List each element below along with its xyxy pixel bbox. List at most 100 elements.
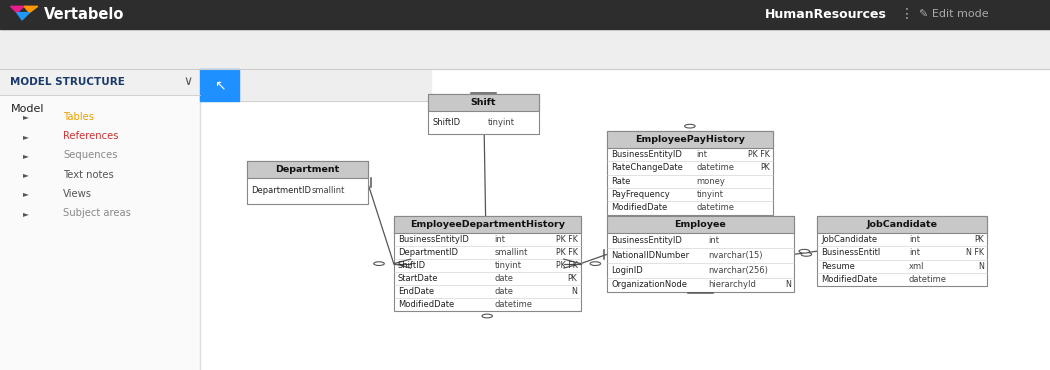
Text: DepartmentID: DepartmentID [251, 186, 311, 195]
Bar [607, 131, 773, 148]
Text: LoginID: LoginID [611, 266, 643, 275]
Bar [428, 94, 539, 134]
Text: tinyint: tinyint [696, 190, 723, 199]
Text: ModifiedDate: ModifiedDate [611, 204, 668, 212]
Text: ►: ► [23, 170, 29, 179]
Text: N: N [784, 280, 791, 289]
Text: Text notes: Text notes [63, 169, 113, 180]
Circle shape [590, 262, 601, 266]
Bar [200, 69, 430, 101]
Text: Views: Views [63, 189, 92, 199]
Bar [0, 29, 1050, 69]
Polygon shape [10, 6, 24, 13]
Text: ►: ► [23, 151, 29, 160]
Polygon shape [17, 13, 29, 20]
Circle shape [374, 262, 384, 266]
Bar [817, 216, 987, 286]
Text: Sequences: Sequences [63, 150, 118, 161]
Text: smallint: smallint [312, 186, 345, 195]
Text: BusinessEntityID: BusinessEntityID [611, 150, 682, 159]
Bar [817, 216, 987, 233]
Bar [200, 101, 1050, 370]
Text: DepartmentID: DepartmentID [398, 248, 458, 257]
Text: ModifiedDate: ModifiedDate [821, 275, 878, 284]
Text: datetime: datetime [495, 300, 532, 309]
Text: hierarchyId: hierarchyId [708, 280, 756, 289]
Bar [0, 69, 200, 95]
Text: Shift: Shift [470, 98, 497, 107]
Text: date: date [495, 287, 513, 296]
Text: JobCandidate: JobCandidate [866, 220, 938, 229]
Text: int: int [696, 150, 708, 159]
Polygon shape [24, 6, 38, 13]
Bar [428, 94, 539, 111]
Text: Department: Department [275, 165, 339, 174]
Text: Subject areas: Subject areas [63, 208, 131, 218]
Text: EndDate: EndDate [398, 287, 434, 296]
Text: int: int [495, 235, 506, 244]
Text: Resume: Resume [821, 262, 855, 271]
Text: PK: PK [568, 274, 578, 283]
Text: ModifiedDate: ModifiedDate [398, 300, 455, 309]
Text: BusinessEntityID: BusinessEntityID [611, 236, 682, 245]
Text: ✎ Edit mode: ✎ Edit mode [919, 9, 988, 20]
Text: RateChangeDate: RateChangeDate [611, 164, 682, 172]
Bar [607, 131, 773, 215]
Text: ⋮: ⋮ [900, 7, 914, 21]
Text: smallint: smallint [495, 248, 528, 257]
Text: ShiftID: ShiftID [433, 118, 461, 127]
Text: StartDate: StartDate [398, 274, 439, 283]
Text: PK FK: PK FK [555, 235, 578, 244]
Text: nvarchar(256): nvarchar(256) [708, 266, 768, 275]
Text: Model: Model [10, 104, 44, 114]
Bar [607, 216, 794, 233]
Text: References: References [63, 131, 119, 141]
Text: PK: PK [974, 235, 984, 244]
Text: N: N [978, 262, 984, 271]
Text: NationalIDNumber: NationalIDNumber [611, 251, 689, 260]
Text: ►: ► [23, 209, 29, 218]
Text: int: int [908, 235, 920, 244]
Text: datetime: datetime [696, 204, 735, 212]
Text: xml: xml [908, 262, 924, 271]
Text: tinyint: tinyint [495, 261, 522, 270]
Text: BusinessEntityID: BusinessEntityID [398, 235, 468, 244]
Text: PayFrequency: PayFrequency [611, 190, 670, 199]
Text: Vertabelo: Vertabelo [44, 7, 125, 22]
Bar [394, 216, 581, 233]
Bar [0, 69, 200, 370]
Text: PK FK: PK FK [555, 261, 578, 270]
Text: BusinessEntitl: BusinessEntitl [821, 248, 880, 258]
Bar [247, 161, 368, 204]
Text: ∨: ∨ [184, 75, 193, 88]
Text: ►: ► [23, 189, 29, 198]
Text: PK: PK [760, 164, 770, 172]
Text: EmployeePayHistory: EmployeePayHistory [635, 135, 744, 144]
Text: ►: ► [23, 112, 29, 121]
Text: OrganizationNode: OrganizationNode [611, 280, 687, 289]
Circle shape [801, 252, 812, 256]
Circle shape [799, 249, 810, 253]
Text: ►: ► [23, 132, 29, 141]
Text: Employee: Employee [674, 220, 727, 229]
Text: JobCandidate: JobCandidate [821, 235, 877, 244]
Text: HumanResources: HumanResources [765, 8, 887, 21]
Text: nvarchar(15): nvarchar(15) [708, 251, 762, 260]
Bar [394, 216, 581, 311]
Text: tinyint: tinyint [488, 118, 514, 127]
Text: N: N [571, 287, 578, 296]
Text: Rate: Rate [611, 177, 630, 186]
Bar [607, 216, 794, 292]
Text: datetime: datetime [908, 275, 947, 284]
Text: Tables: Tables [63, 112, 94, 122]
Text: date: date [495, 274, 513, 283]
Text: ↖: ↖ [213, 78, 226, 92]
Text: EmployeeDepartmentHistory: EmployeeDepartmentHistory [410, 220, 565, 229]
Bar [0, 0, 1050, 29]
Text: N FK: N FK [966, 248, 984, 258]
Text: PK FK: PK FK [748, 150, 770, 159]
Bar [247, 161, 368, 178]
Text: money: money [696, 177, 726, 186]
Bar [200, 69, 239, 101]
Circle shape [482, 314, 492, 318]
